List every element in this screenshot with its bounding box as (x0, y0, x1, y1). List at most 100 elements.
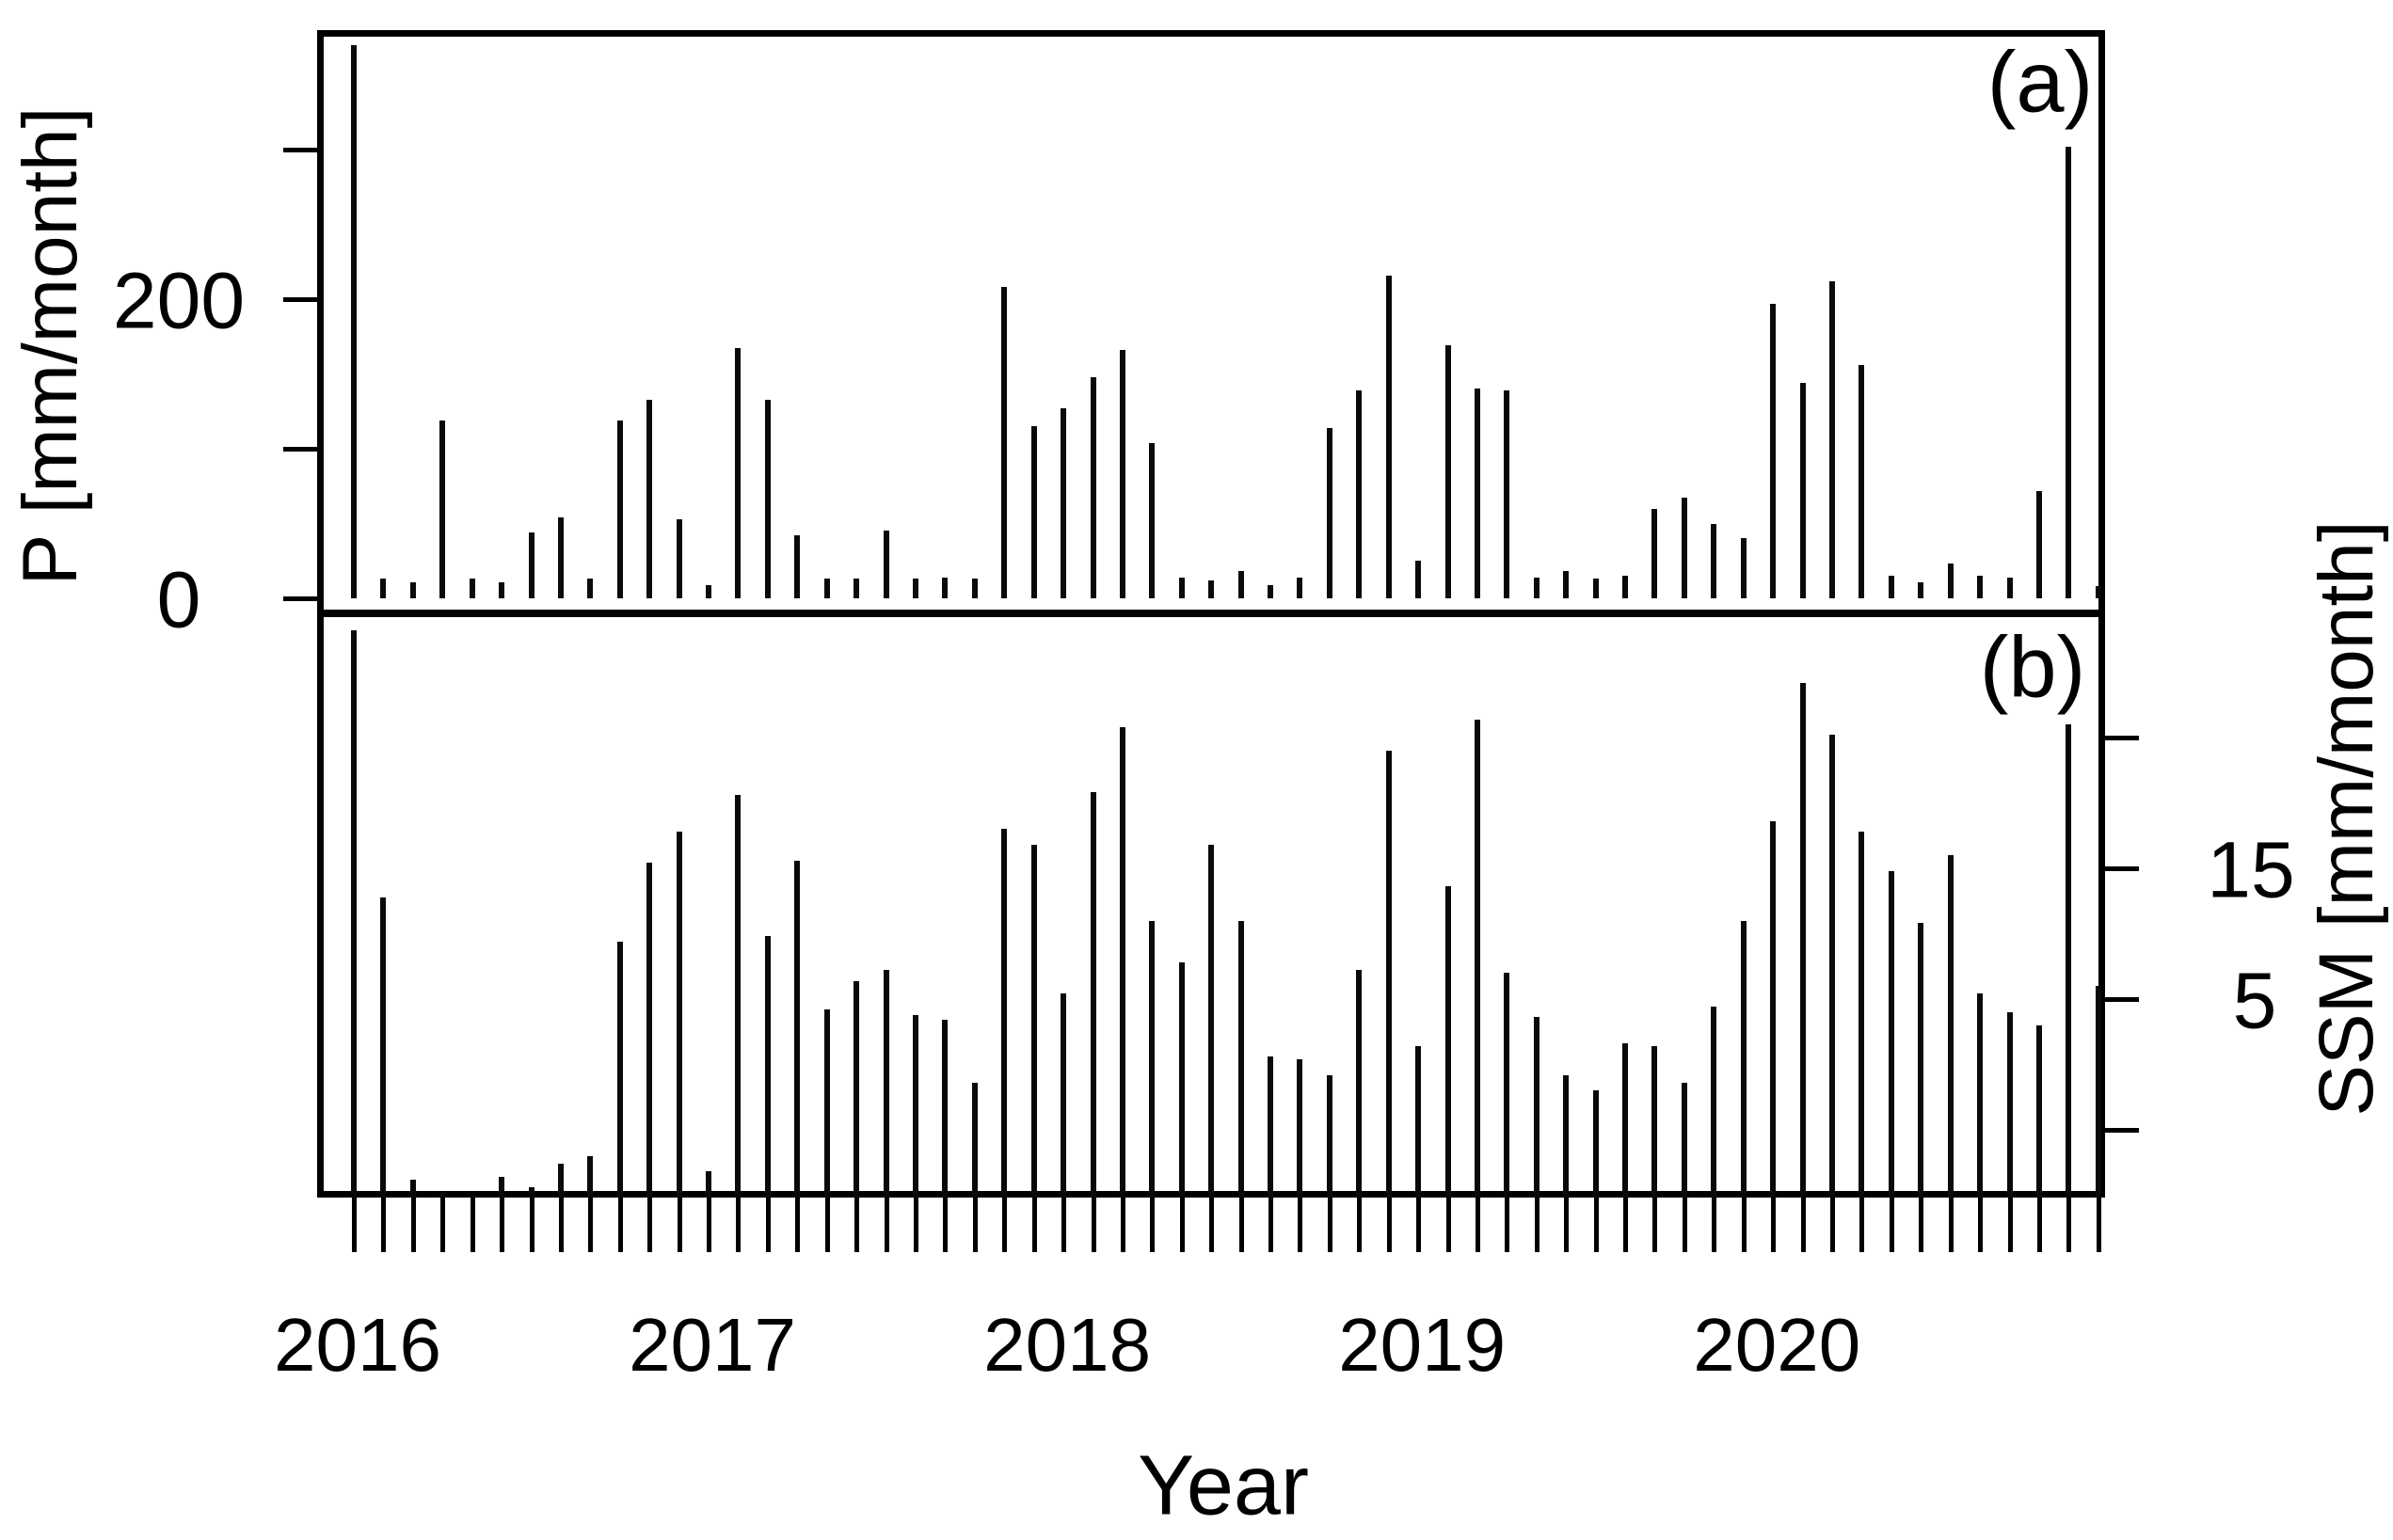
precip-bar (1474, 389, 1480, 598)
precip-bar (2095, 586, 2101, 598)
precip-bar (1681, 498, 1687, 598)
ssm-bar (1149, 920, 1156, 1198)
precip-bar (1208, 579, 1215, 598)
precip-bar (1947, 564, 1954, 598)
x-axis-month-tick (824, 1198, 830, 1252)
year-label-2016: 2016 (274, 1303, 441, 1387)
right-tick-label-5: 5 (2232, 956, 2277, 1045)
precip-bar (1977, 576, 1984, 598)
precip-bar (1504, 389, 1510, 598)
x-axis-title: Year (1138, 1438, 1309, 1533)
precip-bar (1829, 280, 1835, 598)
ssm-bar (1829, 735, 1835, 1198)
x-axis-month-tick (1091, 1198, 1096, 1252)
precip-bar (1651, 508, 1658, 598)
x-axis-month-tick (1386, 1198, 1392, 1252)
precip-bar (351, 44, 357, 598)
ssm-bar (1090, 792, 1096, 1198)
x-axis-month-tick (795, 1198, 801, 1252)
x-axis-month-tick (972, 1198, 978, 1252)
ssm-bar (1268, 1056, 1274, 1198)
ssm-bar (1415, 1046, 1422, 1198)
year-label-2020: 2020 (1693, 1303, 1861, 1387)
x-axis-month-tick (707, 1198, 712, 1252)
ssm-bar (469, 1196, 475, 1198)
ssm-bar (528, 1187, 534, 1198)
right-axis-tick-15 (2105, 866, 2139, 871)
precip-bar (1297, 577, 1303, 598)
precip-bar (735, 348, 742, 598)
precip-bar (528, 532, 534, 598)
precip-bar (1149, 442, 1156, 598)
x-axis-month-tick (558, 1198, 564, 1252)
right-axis-tick-20 (2105, 736, 2139, 740)
ssm-bar (1533, 1017, 1539, 1198)
precip-bar (1444, 345, 1451, 598)
x-axis-month-tick (1800, 1198, 1806, 1252)
x-axis-month-tick (1830, 1198, 1835, 1252)
precip-bar (380, 579, 387, 598)
x-axis-month-tick (1505, 1198, 1510, 1252)
ssm-bar (1681, 1082, 1687, 1198)
ssm-bar (1061, 993, 1067, 1198)
ssm-bar (616, 941, 623, 1198)
precip-bar (2006, 577, 2013, 598)
x-axis-month-tick (352, 1198, 357, 1252)
precip-bar (587, 579, 594, 598)
x-axis-month-tick (1948, 1198, 1954, 1252)
precip-bar (1888, 576, 1894, 598)
x-axis-month-tick (1298, 1198, 1303, 1252)
x-axis-month-tick (1179, 1198, 1185, 1252)
x-axis-month-tick (1712, 1198, 1717, 1252)
precip-bar (942, 577, 949, 598)
ssm-bar (1859, 832, 1865, 1198)
precip-bar (1592, 579, 1599, 598)
x-axis-month-tick (943, 1198, 949, 1252)
x-axis-month-tick (1652, 1198, 1658, 1252)
ssm-bar (1888, 870, 1894, 1198)
x-axis-month-tick (1859, 1198, 1865, 1252)
precip-bar (1001, 287, 1008, 598)
year-label-2019: 2019 (1338, 1303, 1507, 1387)
left-tick-label-0: 0 (156, 555, 201, 644)
x-axis-month-tick (1120, 1198, 1125, 1252)
ssm-bar (1770, 820, 1777, 1198)
ssm-bar (2095, 986, 2101, 1198)
left-axis-tick-100 (283, 447, 317, 452)
ssm-bar (409, 1179, 416, 1198)
precip-bar (2066, 146, 2072, 598)
x-axis-month-tick (2036, 1198, 2042, 1252)
precip-bar (1859, 364, 1865, 598)
right-axis-tick-10 (2105, 997, 2139, 1002)
x-axis-month-tick (1534, 1198, 1539, 1252)
x-axis-month-tick (1978, 1198, 1984, 1252)
ssm-bar (735, 795, 742, 1198)
x-axis-month-tick (1593, 1198, 1599, 1252)
precip-bar (912, 579, 918, 598)
ssm-bar (883, 970, 889, 1198)
ssm-bar (1237, 920, 1244, 1198)
precip-bar (1711, 523, 1717, 598)
x-axis-month-tick (1771, 1198, 1777, 1252)
x-axis-month-tick (1209, 1198, 1215, 1252)
right-tick-label-15: 15 (2207, 825, 2295, 914)
ssm-bar (1799, 682, 1806, 1198)
x-axis-month-tick (1623, 1198, 1629, 1252)
year-label-2017: 2017 (629, 1303, 797, 1387)
ssm-bar (1563, 1074, 1570, 1198)
ssm-bar (1178, 962, 1185, 1198)
x-axis-month-tick (1475, 1198, 1480, 1252)
x-axis-month-tick (1445, 1198, 1451, 1252)
x-axis-month-tick (617, 1198, 623, 1252)
x-axis-month-tick (1002, 1198, 1008, 1252)
right-axis-tick-5 (2105, 1128, 2139, 1133)
precip-bar (883, 531, 889, 598)
precip-bar (1268, 584, 1274, 598)
precip-bar (409, 581, 416, 598)
precip-bar (1918, 581, 1924, 598)
panel-a-letter: (a) (1986, 34, 2094, 131)
precip-bar (676, 518, 682, 598)
precip-bar (1533, 577, 1539, 598)
precip-bar (823, 579, 830, 598)
ssm-bar (380, 897, 387, 1198)
